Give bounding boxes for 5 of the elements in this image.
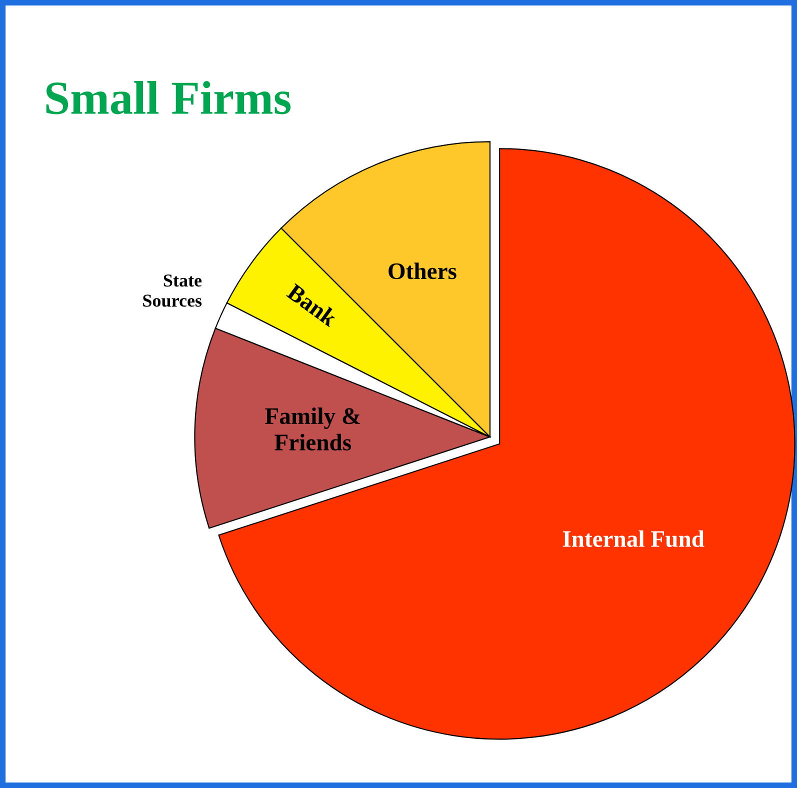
slice-label: State Sources bbox=[143, 274, 202, 307]
slice-label: Others bbox=[388, 262, 456, 280]
slice-label: Family & Friends bbox=[265, 407, 360, 450]
chart-title: Small Firms bbox=[46, 81, 291, 114]
slice-label: Internal Fund bbox=[562, 530, 704, 548]
